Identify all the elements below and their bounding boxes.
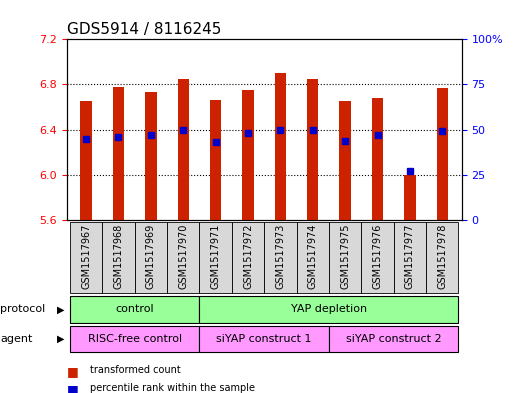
- Bar: [372, 98, 383, 220]
- Bar: [297, 222, 329, 293]
- Bar: [437, 88, 448, 220]
- Text: percentile rank within the sample: percentile rank within the sample: [90, 383, 255, 393]
- Text: GSM1517967: GSM1517967: [81, 224, 91, 289]
- Bar: [70, 326, 200, 352]
- Text: transformed count: transformed count: [90, 365, 181, 375]
- Text: ■: ■: [67, 365, 78, 378]
- Text: ▶: ▶: [56, 334, 64, 344]
- Bar: [404, 175, 416, 220]
- Bar: [275, 73, 286, 220]
- Bar: [177, 79, 189, 220]
- Bar: [307, 79, 319, 220]
- Text: siYAP construct 1: siYAP construct 1: [216, 334, 312, 344]
- Text: GSM1517977: GSM1517977: [405, 224, 415, 289]
- Text: GSM1517976: GSM1517976: [372, 224, 383, 289]
- Text: GSM1517972: GSM1517972: [243, 224, 253, 289]
- Bar: [329, 222, 361, 293]
- Text: RISC-free control: RISC-free control: [88, 334, 182, 344]
- Text: GSM1517971: GSM1517971: [211, 224, 221, 289]
- Text: ▶: ▶: [56, 305, 64, 314]
- Bar: [340, 101, 351, 220]
- Bar: [167, 222, 200, 293]
- Text: GSM1517973: GSM1517973: [275, 224, 285, 289]
- Bar: [393, 222, 426, 293]
- Text: agent: agent: [0, 334, 32, 344]
- Bar: [426, 222, 459, 293]
- Bar: [232, 222, 264, 293]
- Text: GSM1517975: GSM1517975: [340, 224, 350, 289]
- Bar: [329, 326, 459, 352]
- Text: GSM1517968: GSM1517968: [113, 224, 124, 289]
- Bar: [102, 222, 135, 293]
- Text: GSM1517970: GSM1517970: [178, 224, 188, 289]
- Text: control: control: [115, 305, 154, 314]
- Bar: [264, 222, 297, 293]
- Bar: [145, 92, 156, 220]
- Text: siYAP construct 2: siYAP construct 2: [346, 334, 442, 344]
- Bar: [200, 222, 232, 293]
- Bar: [200, 326, 329, 352]
- Text: protocol: protocol: [0, 305, 45, 314]
- Text: ■: ■: [67, 383, 78, 393]
- Bar: [113, 87, 124, 220]
- Text: YAP depletion: YAP depletion: [291, 305, 367, 314]
- Bar: [81, 101, 92, 220]
- Bar: [70, 222, 102, 293]
- Text: GSM1517978: GSM1517978: [437, 224, 447, 289]
- Bar: [242, 90, 253, 220]
- Text: GSM1517969: GSM1517969: [146, 224, 156, 289]
- Text: GSM1517974: GSM1517974: [308, 224, 318, 289]
- Bar: [70, 296, 200, 323]
- Bar: [361, 222, 393, 293]
- Bar: [200, 296, 459, 323]
- Text: GDS5914 / 8116245: GDS5914 / 8116245: [67, 22, 221, 37]
- Bar: [210, 100, 221, 220]
- Bar: [135, 222, 167, 293]
